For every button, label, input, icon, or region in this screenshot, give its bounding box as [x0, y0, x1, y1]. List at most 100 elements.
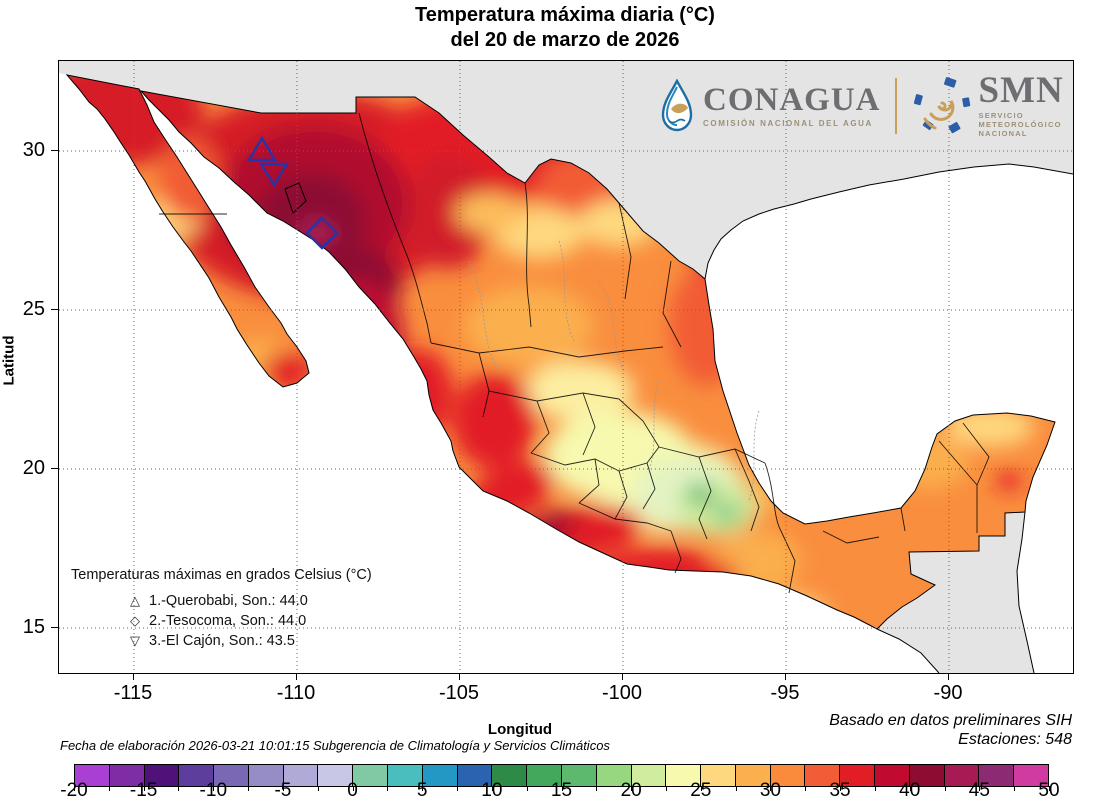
- colorbar-label--20: -20: [60, 780, 88, 800]
- x-tick-mark--100: [622, 673, 623, 680]
- colorbar-tick: [1014, 786, 1016, 791]
- colorbar-tick: [178, 786, 180, 791]
- station-legend: Temperaturas máximas en grados Celsius (…: [71, 567, 372, 651]
- colorbar-tick: [979, 786, 981, 791]
- station-legend-title: Temperaturas máximas en grados Celsius (…: [71, 567, 372, 583]
- y-axis-label: Latitud: [0, 335, 18, 386]
- colorbar-labels: -20 -15 -10 -5 0 5 10 15 20 25 30 35 40 45 50: [60, 780, 1059, 800]
- coastline-outlines: [65, 74, 1073, 673]
- colorbar-cell-0: [75, 765, 110, 786]
- colorbar-label-5: 5: [416, 780, 428, 800]
- triangle-up-icon: △: [130, 593, 140, 608]
- x-tick-label--105: -105: [438, 682, 480, 704]
- colorbar-tick: [74, 786, 75, 791]
- colorbar: [74, 764, 1049, 787]
- colorbar-tick: [840, 786, 842, 791]
- colorbar-tick: [213, 786, 215, 791]
- data-source-note: Basado en datos preliminares SIH Estacio…: [829, 711, 1072, 749]
- colorbar-cell-26: [979, 765, 1015, 786]
- colorbar-tick: [770, 786, 772, 791]
- colorbar-label-25: 25: [690, 780, 712, 800]
- colorbar-cell-19: [735, 765, 771, 786]
- colorbar-label-20: 20: [620, 780, 642, 800]
- smn-tagline-line1: SERVICIO: [978, 111, 1024, 120]
- colorbar-tick: [909, 786, 911, 791]
- station-legend-item-2: ▽ 3.-El Cajón, Son.: 43.5: [129, 631, 372, 651]
- colorbar-label-50: 50: [1038, 780, 1060, 800]
- colorbar-tick: [526, 786, 528, 791]
- mexico-temperature-map: [59, 61, 1073, 673]
- colorbar-tick: [735, 786, 737, 791]
- colorbar-cell-8: [353, 765, 389, 786]
- colorbar-cell-6: [283, 765, 319, 786]
- colorbar-tick: [248, 786, 250, 791]
- conagua-name: CONAGUA: [703, 81, 881, 118]
- y-tick-label-30: 30: [22, 139, 45, 161]
- colorbar-tick: [700, 786, 702, 791]
- x-tick-mark--115: [133, 673, 134, 680]
- stations-count: Estaciones: 548: [958, 731, 1072, 748]
- colorbar-cell-20: [770, 765, 806, 786]
- colorbar-tick: [491, 786, 493, 791]
- colorbar-tick: [422, 786, 424, 791]
- x-axis-label: Longitud: [487, 721, 553, 738]
- colorbar-tick: [561, 786, 563, 791]
- x-tick-mark--105: [459, 673, 460, 680]
- colorbar-label--10: -10: [199, 780, 228, 800]
- colorbar-cell-5: [248, 765, 284, 786]
- station-legend-item-1: ◇ 2.-Tesocoma, Son.: 44.0: [129, 611, 372, 631]
- colorbar-cell-22: [840, 765, 875, 786]
- colorbar-cell-1: [109, 765, 145, 786]
- colorbar-cell-7: [318, 765, 354, 786]
- station-marker-tesocoma-diamond: [305, 216, 339, 250]
- colorbar-cell-9: [388, 765, 423, 786]
- colorbar-label-40: 40: [899, 780, 921, 800]
- usa-region: [59, 61, 1073, 279]
- page-title: Temperatura máxima diaria (°C) del 20 de…: [0, 3, 1100, 53]
- colorbar-label-45: 45: [968, 780, 990, 800]
- colorbar-label-30: 30: [759, 780, 781, 800]
- colorbar-cell-16: [631, 765, 667, 786]
- colorbar-tick: [944, 786, 946, 791]
- station-marker-querobabi-triangle-up: [246, 135, 278, 162]
- title-line1: Temperatura máxima diaria (°C): [415, 4, 715, 26]
- conagua-tagline: COMISIÓN NACIONAL DEL AGUA: [703, 118, 873, 128]
- colorbar-cell-17: [666, 765, 702, 786]
- colorbar-label-0: 0: [347, 780, 358, 800]
- grid-lines: [59, 61, 1073, 673]
- colorbar-tick: [596, 786, 598, 791]
- station-marker-elcajon-triangle-down: [258, 162, 290, 188]
- colorbar-tick: [457, 786, 459, 791]
- colorbar-cell-15: [596, 765, 632, 786]
- colorbar-label--5: -5: [274, 780, 292, 800]
- colorbar-tick: [108, 786, 110, 791]
- colorbar-cell-10: [422, 765, 458, 786]
- y-tick-mark-20: [51, 468, 58, 469]
- colorbar-cell-3: [179, 765, 215, 786]
- smn-tagline-line2: METEOROLÓGICO: [978, 120, 1062, 129]
- title-line2: del 20 de marzo de 2026: [450, 29, 680, 51]
- x-tick-label--110: -110: [276, 682, 316, 704]
- y-tick-mark-15: [51, 627, 58, 628]
- station-legend-label: 2.-Tesocoma, Son.: 44.0: [149, 613, 307, 629]
- colorbar-tick: [317, 786, 319, 791]
- colorbar-ticks: [74, 786, 1050, 792]
- x-tick-label--115: -115: [113, 682, 153, 704]
- station-legend-items: △ 1.-Querobabi, Son.: 44.0 ◇ 2.-Tesocoma, S…: [71, 591, 372, 651]
- colorbar-tick: [282, 786, 284, 791]
- logo-divider: [894, 77, 897, 134]
- smn-logo: SMN SERVICIO METEOROLÓGICO NACIONAL: [911, 72, 1064, 138]
- colorbar-tick: [631, 786, 633, 791]
- y-tick-label-20: 20: [22, 457, 45, 479]
- institution-logos: CONAGUA COMISIÓN NACIONAL DEL AGUA: [659, 72, 1064, 138]
- diamond-icon: ◇: [130, 613, 140, 628]
- colorbar-cell-2: [144, 765, 180, 786]
- colorbar-label-10: 10: [481, 780, 503, 800]
- x-tick-mark--95: [785, 673, 786, 680]
- colorbar-tick: [874, 786, 876, 791]
- conagua-drop-icon: [661, 78, 693, 131]
- colorbar-tick: [1049, 786, 1050, 791]
- colorbar-cell-25: [944, 765, 980, 786]
- station-legend-item-0: △ 1.-Querobabi, Son.: 44.0: [129, 591, 372, 611]
